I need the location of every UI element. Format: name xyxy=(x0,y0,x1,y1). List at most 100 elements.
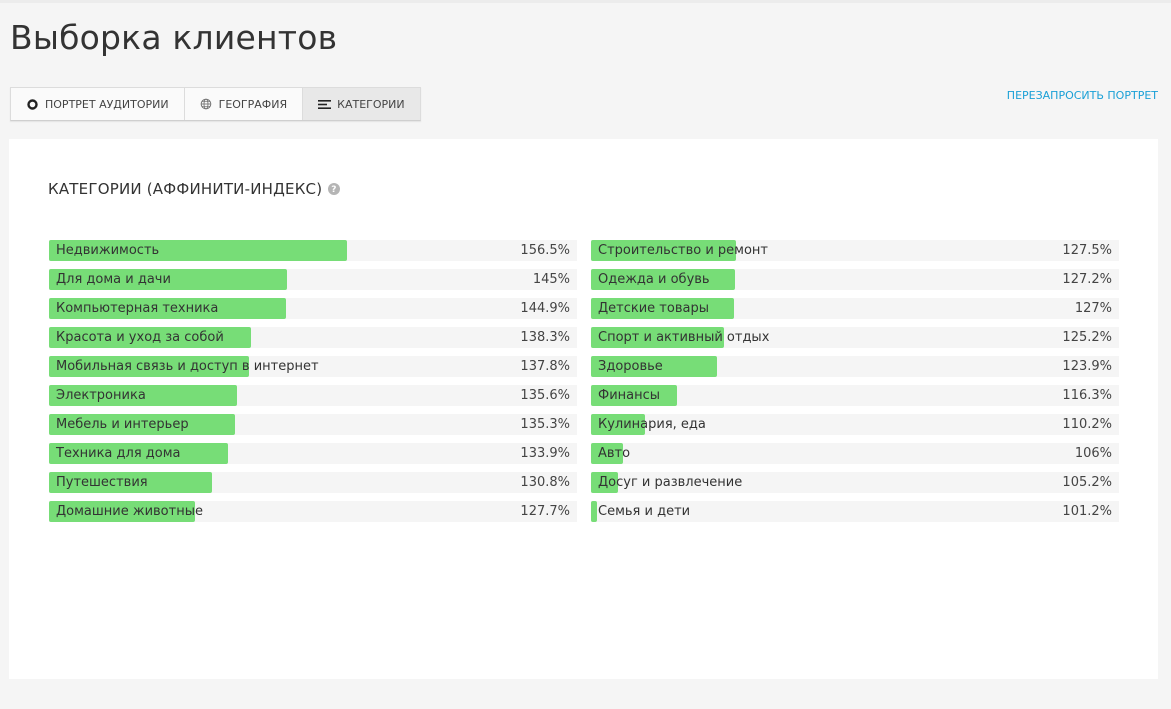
category-value: 125.2% xyxy=(1062,330,1112,345)
category-row: Домашние животные 127.7% xyxy=(49,501,577,522)
category-label: Мебель и интерьер xyxy=(56,417,189,432)
category-row: Электроника 135.6% xyxy=(49,385,577,406)
category-bar xyxy=(591,269,735,290)
category-bar xyxy=(591,443,623,464)
circle-icon xyxy=(26,98,39,111)
category-value: 116.3% xyxy=(1062,388,1112,403)
category-label: Здоровье xyxy=(598,359,663,374)
category-row: Детские товары 127% xyxy=(591,298,1119,319)
category-bar xyxy=(49,385,237,406)
category-bar xyxy=(591,414,645,435)
category-bar xyxy=(49,414,236,435)
section-title-text: КАТЕГОРИИ (АФФИНИТИ-ИНДЕКС) xyxy=(48,180,323,198)
category-label: Мобильная связь и доступ в интернет xyxy=(56,359,319,374)
category-row: Семья и дети 101.2% xyxy=(591,501,1119,522)
category-value: 127.7% xyxy=(520,504,570,519)
category-row: Финансы 116.3% xyxy=(591,385,1119,406)
category-label: Досуг и развлечение xyxy=(598,475,743,490)
category-label: Путешествия xyxy=(56,475,148,490)
category-bar xyxy=(49,501,196,522)
section-title: КАТЕГОРИИ (АФФИНИТИ-ИНДЕКС) ? xyxy=(48,180,341,198)
category-bar xyxy=(591,240,737,261)
category-label: Красота и уход за собой xyxy=(56,330,224,345)
category-bar xyxy=(591,327,725,348)
tab-label: КАТЕГОРИИ xyxy=(337,97,405,111)
question-icon[interactable]: ? xyxy=(328,183,341,195)
requery-portrait-link[interactable]: ПЕРЕЗАПРОСИТЬ ПОРТРЕТ xyxy=(1006,89,1158,102)
category-label: Для дома и дачи xyxy=(56,272,171,287)
category-bar xyxy=(591,501,598,522)
category-value: 144.9% xyxy=(520,301,570,316)
tab-label: ПОРТРЕТ АУДИТОРИИ xyxy=(45,97,169,111)
category-value: 137.8% xyxy=(520,359,570,374)
category-value: 138.3% xyxy=(520,330,570,345)
tab-audience-portrait[interactable]: ПОРТРЕТ АУДИТОРИИ xyxy=(11,88,185,120)
page-title: Выборка клиентов xyxy=(10,18,338,57)
svg-text:?: ? xyxy=(332,185,337,195)
category-label: Электроника xyxy=(56,388,146,403)
categories-panel: КАТЕГОРИИ (АФФИНИТИ-ИНДЕКС) ? Недвижимос… xyxy=(9,139,1158,679)
category-row: Мебель и интерьер 135.3% xyxy=(49,414,577,435)
category-value: 127% xyxy=(1074,301,1112,316)
category-label: Недвижимость xyxy=(56,243,160,258)
category-row: Строительство и ремонт 127.5% xyxy=(591,240,1119,261)
categories-column-left: Недвижимость 156.5% Для дома и дачи 145% Ком… xyxy=(49,240,577,530)
category-bar xyxy=(591,472,619,493)
category-value: 130.8% xyxy=(520,475,570,490)
category-bar xyxy=(49,443,228,464)
category-row: Компьютерная техника 144.9% xyxy=(49,298,577,319)
category-bar xyxy=(49,298,287,319)
category-value: 110.2% xyxy=(1062,417,1112,432)
category-row: Здоровье 123.9% xyxy=(591,356,1119,377)
category-bar xyxy=(49,269,287,290)
category-value: 127.5% xyxy=(1062,243,1112,258)
list-icon xyxy=(318,98,332,111)
category-label: Финансы xyxy=(598,388,661,403)
tab-categories[interactable]: КАТЕГОРИИ xyxy=(303,88,420,120)
category-bar xyxy=(49,327,252,348)
category-row: Мобильная связь и доступ в интернет 137.8… xyxy=(49,356,577,377)
category-label: Авто xyxy=(598,446,631,461)
categories-column-right: Строительство и ремонт 127.5% Одежда и обу… xyxy=(591,240,1119,530)
category-label: Компьютерная техника xyxy=(56,301,219,316)
category-bar xyxy=(49,472,212,493)
category-value: 123.9% xyxy=(1062,359,1112,374)
category-label: Строительство и ремонт xyxy=(598,243,768,258)
category-value: 156.5% xyxy=(520,243,570,258)
category-value: 127.2% xyxy=(1062,272,1112,287)
category-row: Спорт и активный отдых 125.2% xyxy=(591,327,1119,348)
category-row: Красота и уход за собой 138.3% xyxy=(49,327,577,348)
category-value: 135.6% xyxy=(520,388,570,403)
category-row: Техника для дома 133.9% xyxy=(49,443,577,464)
category-bar xyxy=(591,385,678,406)
category-row: Досуг и развлечение 105.2% xyxy=(591,472,1119,493)
category-label: Спорт и активный отдых xyxy=(598,330,770,345)
category-row: Одежда и обувь 127.2% xyxy=(591,269,1119,290)
top-divider xyxy=(0,0,1171,3)
category-label: Кулинария, еда xyxy=(598,417,706,432)
category-value: 135.3% xyxy=(520,417,570,432)
category-label: Одежда и обувь xyxy=(598,272,710,287)
category-value: 101.2% xyxy=(1062,504,1112,519)
tab-label: ГЕОГРАФИЯ xyxy=(218,97,288,111)
category-value: 106% xyxy=(1074,446,1112,461)
globe-icon xyxy=(200,98,213,111)
category-label: Техника для дома xyxy=(56,446,181,461)
category-row: Путешествия 130.8% xyxy=(49,472,577,493)
category-label: Детские товары xyxy=(598,301,709,316)
category-bar xyxy=(49,356,249,377)
category-bar xyxy=(591,356,718,377)
tab-geography[interactable]: ГЕОГРАФИЯ xyxy=(185,88,304,120)
category-label: Домашние животные xyxy=(56,504,203,519)
tab-bar: ПОРТРЕТ АУДИТОРИИ ГЕОГРАФИЯ КАТЕГОРИИ xyxy=(10,87,421,121)
category-row: Для дома и дачи 145% xyxy=(49,269,577,290)
category-row: Недвижимость 156.5% xyxy=(49,240,577,261)
category-row: Авто 106% xyxy=(591,443,1119,464)
category-bar xyxy=(591,298,734,319)
category-value: 105.2% xyxy=(1062,475,1112,490)
category-bar xyxy=(49,240,348,261)
category-value: 145% xyxy=(532,272,570,287)
category-label: Семья и дети xyxy=(598,504,691,519)
category-row: Кулинария, еда 110.2% xyxy=(591,414,1119,435)
category-value: 133.9% xyxy=(520,446,570,461)
